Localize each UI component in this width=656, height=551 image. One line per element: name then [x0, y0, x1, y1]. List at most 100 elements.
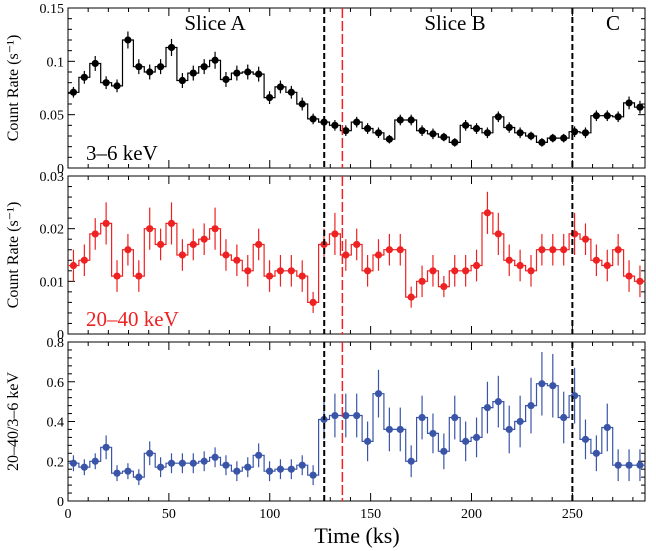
panel-1-ytick-label: 0.15: [40, 2, 65, 17]
panel-3-data-point: [451, 413, 459, 422]
panel-2-data-point: [342, 251, 350, 259]
panel-2-data-point: [516, 261, 524, 270]
panel-1-data-point: [581, 129, 590, 137]
panel-3-data-point: [113, 469, 121, 477]
panel-2-data-point: [157, 240, 165, 249]
panel-3-step-line: [68, 383, 646, 478]
panel-3-ytick-label: 0: [57, 495, 64, 510]
panel-2-data-point: [353, 240, 361, 249]
panel-2-data-point: [265, 272, 274, 280]
panel-1-data-point: [265, 94, 274, 102]
panel-2-data-point: [636, 277, 644, 285]
panel-3-data-point: [429, 429, 437, 438]
panel-1-step-line: [68, 39, 646, 143]
panel-3-data-point: [440, 447, 448, 455]
panel-3-data-point: [80, 463, 88, 471]
panel-3-data-point: [178, 459, 186, 467]
panel-1-data-point: [440, 133, 448, 141]
panel-2-data-point: [592, 256, 600, 264]
panel-1-data-point: [189, 69, 197, 77]
panel-1-data-point: [342, 127, 350, 135]
panel-2-data-point: [549, 246, 557, 254]
panel-2-data-point: [298, 272, 306, 280]
panel-2-y-axis-title: Count Rate (s⁻¹): [5, 202, 22, 309]
panel-1-frame: [67, 7, 646, 169]
panel-1-data-point: [298, 100, 306, 108]
panel-3-data-point: [592, 449, 600, 457]
panel-1-data-point: [592, 112, 600, 120]
x-tick-label: 100: [259, 507, 280, 522]
panel-2-data-point: [276, 267, 285, 275]
x-axis-title: Time (ks): [314, 523, 399, 548]
panel-2-ytick-label: 0: [57, 328, 64, 343]
plot-area: 0 0.05 0.1 0.15 Count Rate (s⁻¹) 0 0.01 0.02 0.0…: [5, 2, 646, 522]
panel-1-data-point: [429, 130, 437, 138]
panel-1-data-point: [353, 118, 361, 126]
panel-1-data-point: [135, 63, 143, 71]
panel-2-data-point: [102, 219, 110, 227]
panel-1-data-point: [320, 118, 328, 126]
panel-2-data-point: [222, 251, 230, 259]
panel-2-data-point: [472, 261, 481, 270]
panel-1-data-point: [233, 69, 241, 77]
panel-3-data-point: [516, 417, 524, 426]
slice-a-label: Slice A: [184, 11, 246, 35]
panel-1-data-point: [287, 88, 295, 96]
panel-3-ytick-label: 0.4: [47, 416, 65, 431]
slice-b-label: Slice B: [424, 11, 485, 35]
panel-2-data-point: [211, 225, 219, 233]
panel-3-data-point: [157, 463, 165, 471]
panel-3-data-point: [233, 467, 241, 475]
panel-2-data-point: [440, 283, 448, 291]
panel-3-data-point: [69, 459, 78, 467]
panel-1-data-point: [374, 129, 383, 137]
panel-3-data-point: [418, 413, 426, 422]
panel-3-data-point: [167, 459, 176, 467]
panel-1-band-label: 3–6 keV: [86, 141, 158, 165]
panel-1-data-point: [331, 121, 339, 129]
panel-3-data-point: [614, 461, 622, 469]
panel-1-data-point: [178, 76, 186, 85]
x-tick-label: 150: [360, 507, 381, 522]
panel-3-data-point: [353, 411, 361, 420]
panel-2-data-point: [233, 256, 241, 264]
panel-1-data-point: [603, 112, 611, 120]
panel-3-data-point: [505, 425, 513, 434]
x-tick-label: 200: [461, 507, 482, 522]
panel-1-data-point: [527, 132, 535, 140]
panel-1-data-point: [102, 79, 110, 87]
panel-1-data-point: [625, 99, 633, 107]
panel-3-y-axis-title: 20–40/3–6 keV: [5, 372, 22, 472]
panel-3-data-point: [200, 457, 208, 465]
panel-2-band-label: 20–40 keV: [86, 307, 179, 331]
panel-1-ytick-label: 0.05: [40, 109, 65, 124]
x-tick-label: 250: [562, 507, 583, 522]
panel-1-data-point: [244, 68, 252, 76]
panel-3-data-point: [483, 403, 492, 412]
panel-2-data-point: [483, 209, 492, 217]
panel-3-data-point: [581, 435, 590, 443]
panel-3-data-point: [265, 467, 274, 475]
panel-1-data-point: [80, 73, 88, 81]
panel-2-data-point: [451, 267, 459, 275]
panel-2-data-point: [603, 261, 611, 270]
panel-1-data-point: [385, 135, 393, 143]
panel-2-ytick-label: 0.01: [40, 275, 65, 290]
panel-2-data-point: [244, 267, 252, 275]
panel-2-ytick-label: 0.03: [40, 170, 65, 185]
panel-3-data-point: [385, 425, 393, 434]
panel-3-data-point: [407, 457, 415, 465]
panel-3-data-point: [135, 473, 143, 481]
panel-3-data-point: [124, 467, 132, 475]
panel-1-data-point: [309, 115, 317, 123]
panel-2-data-point: [113, 272, 121, 280]
panel-2-data-point: [385, 246, 393, 254]
panel-3-data-point: [396, 425, 404, 434]
panel-2-data-point: [69, 261, 78, 270]
panel-1-data-point: [167, 43, 176, 52]
panel-3-data-point: [309, 471, 317, 479]
panel-2-data-point: [614, 246, 622, 254]
panel-1-data-point: [472, 124, 481, 133]
panel-2-data-point: [167, 219, 176, 227]
panel-2-data-point: [135, 272, 143, 280]
